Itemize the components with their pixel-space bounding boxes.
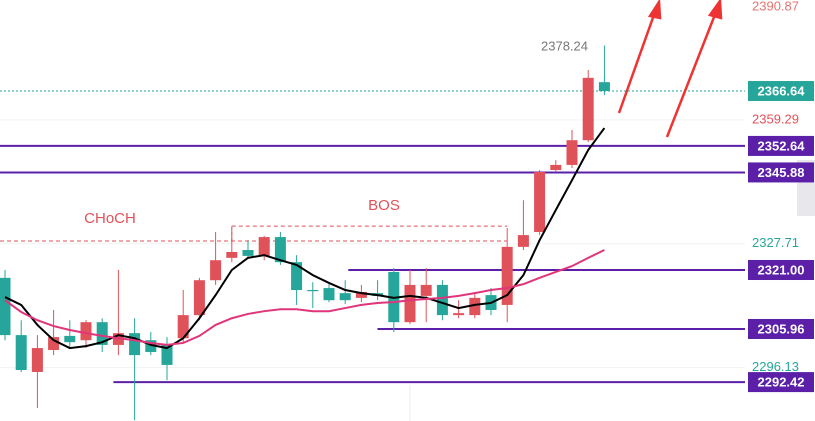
candle-body — [339, 293, 351, 301]
candle-body — [534, 171, 546, 232]
candle-body — [31, 348, 43, 372]
candle-body — [15, 335, 27, 371]
level-box — [748, 318, 814, 339]
candle-body — [161, 344, 173, 365]
arrow-head — [707, 0, 723, 20]
candle-body — [355, 291, 367, 298]
arrows — [617, 0, 723, 138]
level-box — [748, 162, 814, 183]
candle-body — [210, 260, 222, 281]
candle-body — [291, 262, 303, 291]
price-axis: 2390.87 2359.29 2327.71 2296.13 2366.64 2352.… — [748, 0, 814, 393]
candle-body — [501, 246, 513, 305]
y-tick-label: 2327.71 — [752, 235, 799, 250]
level-label: 2345.88 — [758, 165, 805, 180]
candle-body — [48, 337, 60, 351]
y-tick-label: 2296.13 — [752, 359, 799, 374]
ma-line — [4, 249, 605, 346]
candle-body — [566, 140, 578, 165]
arrow — [617, 11, 657, 114]
level-box — [748, 81, 814, 102]
candle-body — [96, 322, 108, 345]
levels — [0, 90, 745, 384]
level-label: 2305.96 — [758, 321, 805, 336]
y-tick-label: 2390.87 — [752, 0, 799, 13]
candle-body — [193, 280, 205, 316]
level-label: 2321.00 — [758, 262, 805, 277]
candle-body — [274, 237, 286, 263]
candle-body — [242, 250, 254, 256]
level-label: 2366.64 — [758, 83, 806, 98]
candle-body — [0, 277, 11, 336]
candle-body — [598, 82, 610, 92]
bos-label: BOS — [368, 197, 400, 214]
candle-body — [453, 313, 465, 316]
high-label: 2378.24 — [541, 38, 588, 53]
candle-body — [550, 164, 562, 171]
arrow-head — [647, 0, 662, 20]
candle-body — [145, 340, 157, 352]
candle-body — [469, 297, 481, 316]
grid — [0, 119, 745, 369]
level-box — [748, 260, 814, 281]
candle-body — [323, 288, 335, 301]
candle-body — [80, 322, 92, 341]
level-box — [748, 372, 814, 393]
candle-body — [307, 290, 319, 292]
marks — [0, 45, 610, 421]
candle-body — [517, 235, 529, 247]
ma-line — [4, 127, 606, 350]
candle-body — [64, 335, 76, 343]
arrow — [665, 11, 718, 138]
choch-label: CHoCH — [84, 210, 136, 227]
candle-body — [420, 284, 432, 296]
candle-body — [436, 284, 448, 316]
candle-body — [129, 333, 141, 356]
candle-body — [258, 237, 270, 256]
level-label: 2292.42 — [758, 375, 805, 390]
candle-body — [226, 251, 238, 258]
candle-body — [177, 315, 189, 339]
candle-body — [582, 77, 594, 141]
level-box — [748, 135, 814, 156]
candle-body — [404, 284, 416, 323]
level-label: 2352.64 — [758, 138, 806, 153]
y-tick-label: 2359.29 — [752, 111, 799, 126]
